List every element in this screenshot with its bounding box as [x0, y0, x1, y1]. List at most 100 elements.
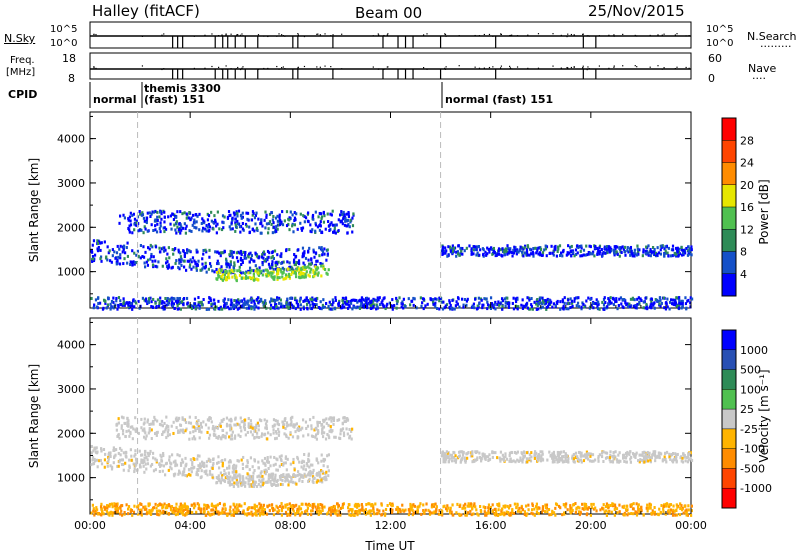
nave-dot	[237, 66, 239, 69]
echo-power	[228, 265, 231, 269]
echo-vel	[550, 454, 553, 458]
echo-vel	[307, 472, 310, 476]
echo-vel	[444, 507, 448, 511]
echo-power	[476, 306, 479, 310]
echo-power	[506, 244, 509, 248]
echo-power	[309, 229, 312, 233]
echo-vel	[469, 454, 473, 458]
echo-vel	[302, 467, 305, 471]
echo-power	[167, 301, 170, 305]
echo-vel	[240, 420, 243, 424]
echo-power	[578, 244, 582, 248]
echo-vel	[163, 502, 166, 506]
echo-power	[449, 249, 452, 253]
echo-power	[359, 304, 362, 308]
echo-vel	[292, 509, 295, 513]
echo-vel	[554, 513, 557, 517]
echo-power	[158, 215, 161, 219]
echo-power	[235, 210, 238, 214]
echo-power	[91, 255, 95, 259]
echo-vel	[272, 418, 276, 422]
echo-vel	[580, 460, 583, 464]
echo-vel	[117, 417, 120, 421]
echo-vel	[285, 478, 288, 482]
echo-vel	[259, 475, 262, 479]
echo-power	[231, 255, 234, 259]
echo-power	[541, 305, 544, 309]
echo-power	[678, 247, 681, 251]
echo-power	[250, 257, 253, 261]
echo-vel	[251, 477, 255, 481]
echo-power	[293, 263, 296, 267]
echo-vel	[602, 459, 605, 463]
echo-vel	[143, 417, 146, 421]
echo-power	[322, 211, 325, 215]
echo-vel	[291, 480, 295, 484]
echo-power	[287, 302, 290, 306]
echo-vel	[118, 436, 121, 440]
echo-power	[320, 217, 323, 221]
echo-power	[346, 231, 349, 235]
echo-power	[159, 296, 162, 300]
echo-vel	[184, 464, 188, 468]
echo-vel	[159, 509, 162, 513]
echo-power	[291, 270, 294, 274]
echo-power	[280, 220, 283, 224]
echo-power	[156, 215, 159, 219]
echo-power	[268, 212, 272, 216]
echo-power	[109, 302, 112, 306]
echo-power	[603, 296, 606, 300]
echo-power	[307, 258, 310, 262]
echo-vel	[263, 456, 267, 460]
echo-vel	[471, 452, 474, 456]
echo-power	[303, 220, 306, 224]
echo-power	[334, 296, 337, 300]
echo-power	[299, 212, 302, 216]
echo-power	[200, 303, 203, 307]
cpid-segment-normal-fast: normal (fast) 151	[445, 93, 554, 106]
echo-power	[236, 222, 240, 226]
echo-power	[171, 300, 174, 304]
echo-power	[391, 298, 394, 302]
echo-power	[626, 249, 629, 253]
echo-power	[415, 306, 418, 310]
echo-power	[242, 302, 245, 306]
echo-vel	[528, 456, 531, 460]
echo-vel	[502, 504, 505, 508]
echo-power	[341, 296, 345, 300]
echo-power	[223, 250, 226, 254]
echo-vel	[192, 435, 196, 439]
echo-power	[654, 298, 657, 302]
nave-dot	[95, 67, 97, 70]
echo-vel	[420, 512, 423, 516]
echo-power	[294, 263, 298, 267]
echo-power	[267, 255, 270, 259]
echo-power	[146, 300, 149, 304]
echo-power	[313, 255, 316, 259]
echo-vel	[487, 503, 491, 507]
echo-vel	[116, 464, 119, 468]
echo-power	[442, 252, 445, 256]
echo-power	[526, 244, 529, 248]
echo-vel	[653, 453, 656, 457]
echo-power	[235, 279, 238, 283]
echo-vel	[276, 483, 279, 487]
echo-power	[183, 255, 186, 259]
echo-vel	[450, 459, 454, 463]
echo-power	[132, 298, 135, 302]
echo-power	[294, 270, 297, 274]
echo-power	[250, 268, 253, 272]
echo-power	[268, 220, 272, 224]
echo-vel	[309, 509, 313, 513]
echo-vel	[654, 455, 657, 459]
echo-vel	[235, 510, 238, 514]
echo-power	[274, 267, 278, 271]
echo-power	[401, 302, 404, 306]
echo-power	[319, 224, 322, 228]
echo-vel	[93, 513, 96, 517]
echo-power	[308, 274, 311, 278]
echo-power	[263, 304, 266, 308]
echo-power	[263, 302, 266, 306]
echo-power	[636, 247, 639, 251]
echo-vel	[348, 436, 351, 440]
